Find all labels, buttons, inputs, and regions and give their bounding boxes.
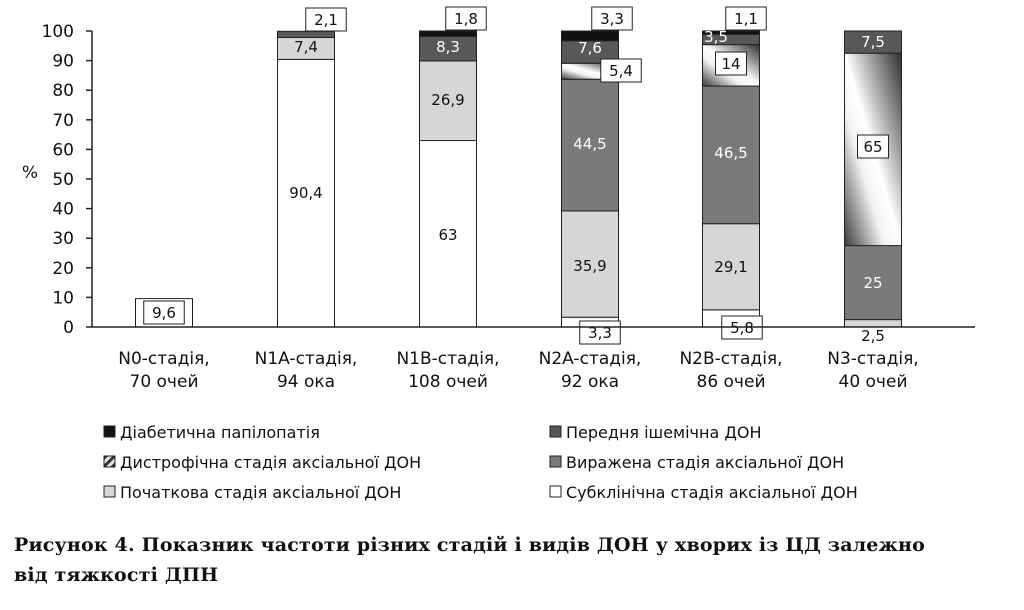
value-label: 3,3 [588, 324, 612, 342]
x-category-label: 94 ока [277, 372, 335, 392]
y-tick-label: 90 [52, 52, 74, 72]
value-label: 5,8 [730, 319, 754, 337]
y-tick-label: 70 [52, 111, 74, 131]
value-label: 35,9 [573, 257, 606, 275]
stacked-bar-chart: 0 10 20 30 40 50 60 70 80 90 100% 9,6 90,4 7,4 2,1 63 2… [22, 6, 975, 502]
legend-swatch [103, 455, 116, 468]
caption-line-2: від тяжкості ДПН [14, 564, 219, 586]
value-label: 1,1 [734, 10, 758, 28]
y-tick-label: 60 [52, 140, 74, 160]
bar-segment [277, 30, 335, 39]
y-tick-label: 80 [52, 81, 74, 101]
x-category-label: 86 очей [697, 372, 766, 392]
y-axis-title: % [22, 163, 38, 183]
value-label: 2,1 [314, 11, 338, 29]
x-category-label: N2A-стадія, [539, 349, 642, 369]
value-label: 1,8 [454, 10, 478, 28]
legend-label: Субклінічна стадія аксіальної ДОН [566, 483, 858, 502]
value-label: 63 [438, 226, 457, 244]
x-category-label: N1A-стадія, [255, 349, 358, 369]
y-tick-label: 40 [52, 200, 74, 220]
value-label: 65 [863, 138, 882, 156]
value-label: 46,5 [714, 144, 747, 162]
x-category-label: 92 ока [561, 372, 619, 392]
value-label: 3,3 [600, 10, 624, 28]
legend-swatch [549, 455, 562, 468]
value-label: 7,4 [294, 38, 318, 56]
bar-segment [419, 60, 477, 142]
x-category-label: 70 очей [130, 372, 199, 392]
value-label-box [725, 6, 767, 31]
legend: Діабетична папілопатія Передня ішемічна Д… [103, 423, 858, 502]
x-category-label: N1B-стадія, [396, 349, 499, 369]
x-category-label: 40 очей [839, 372, 908, 392]
figure-caption: Рисунок 4. Показник частоти різних стаді… [14, 530, 1004, 590]
value-label-box [591, 6, 633, 31]
value-label: 44,5 [573, 135, 606, 153]
legend-swatch [103, 485, 116, 498]
y-tick-label: 30 [52, 229, 74, 249]
bar-segment [561, 30, 619, 42]
y-tick-label: 0 [63, 318, 74, 338]
value-label-box [600, 58, 642, 83]
legend-swatch [549, 425, 562, 438]
value-label-box [857, 134, 889, 159]
x-category-label: N3-стадія, [827, 349, 918, 369]
x-category-label: N0-стадія, [118, 349, 209, 369]
value-label: 7,6 [578, 39, 602, 57]
value-label: 29,1 [714, 258, 747, 276]
value-label: 2,5 [861, 327, 885, 345]
value-label: 90,4 [289, 184, 322, 202]
legend-label: Передня ішемічна ДОН [566, 423, 761, 442]
bar-segment [844, 30, 902, 54]
bar-segment [702, 30, 760, 35]
bar-segment [561, 210, 619, 318]
bar-segment [702, 85, 760, 225]
value-label: 3,5 [704, 28, 728, 46]
value-label: 8,3 [436, 38, 460, 56]
value-label: 5,4 [609, 62, 633, 80]
bar-segment [561, 78, 619, 212]
caption-line-1: Рисунок 4. Показник частоти різних стаді… [14, 534, 925, 556]
y-tick-label: 100 [42, 22, 74, 42]
bar-segment [702, 223, 760, 311]
value-label-box [305, 7, 347, 32]
legend-swatch [549, 485, 562, 498]
x-category-label: 108 очей [408, 372, 488, 392]
x-axis: N0-стадія, 70 очей N1A-стадія, 94 ока N1B-ст… [92, 326, 975, 392]
value-label: 26,9 [431, 91, 464, 109]
y-tick-label: 20 [52, 259, 74, 279]
legend-label: Початкова стадія аксіальної ДОН [120, 483, 401, 502]
legend-label: Діабетична папілопатія [120, 423, 320, 442]
value-label: 7,5 [861, 33, 885, 51]
value-label: 14 [721, 55, 740, 73]
bars-group: 9,6 90,4 7,4 2,1 63 26,9 8,3 1,8 3,3 35,9 44,5 5,4 7… [135, 6, 902, 345]
y-axis: 0 10 20 30 40 50 60 70 80 90 100% [22, 22, 93, 338]
bar-segment [844, 245, 902, 321]
legend-label: Дистрофічна стадія аксіальної ДОН [120, 453, 421, 472]
bar-segment [277, 58, 335, 328]
legend-label: Виражена стадія аксіальної ДОН [566, 453, 844, 472]
bar-segment [844, 319, 902, 328]
value-label: 9,6 [152, 304, 176, 322]
bar-segment [419, 30, 477, 37]
x-category-label: N2B-стадія, [679, 349, 782, 369]
value-label-box [715, 51, 747, 76]
y-tick-label: 50 [52, 170, 74, 190]
value-label: 25 [863, 274, 882, 292]
bar-segment [419, 35, 477, 62]
bar-segment [419, 140, 477, 328]
value-label-box [445, 6, 487, 31]
y-tick-label: 10 [52, 288, 74, 308]
value-label-box [143, 300, 185, 325]
legend-swatch [103, 425, 116, 438]
